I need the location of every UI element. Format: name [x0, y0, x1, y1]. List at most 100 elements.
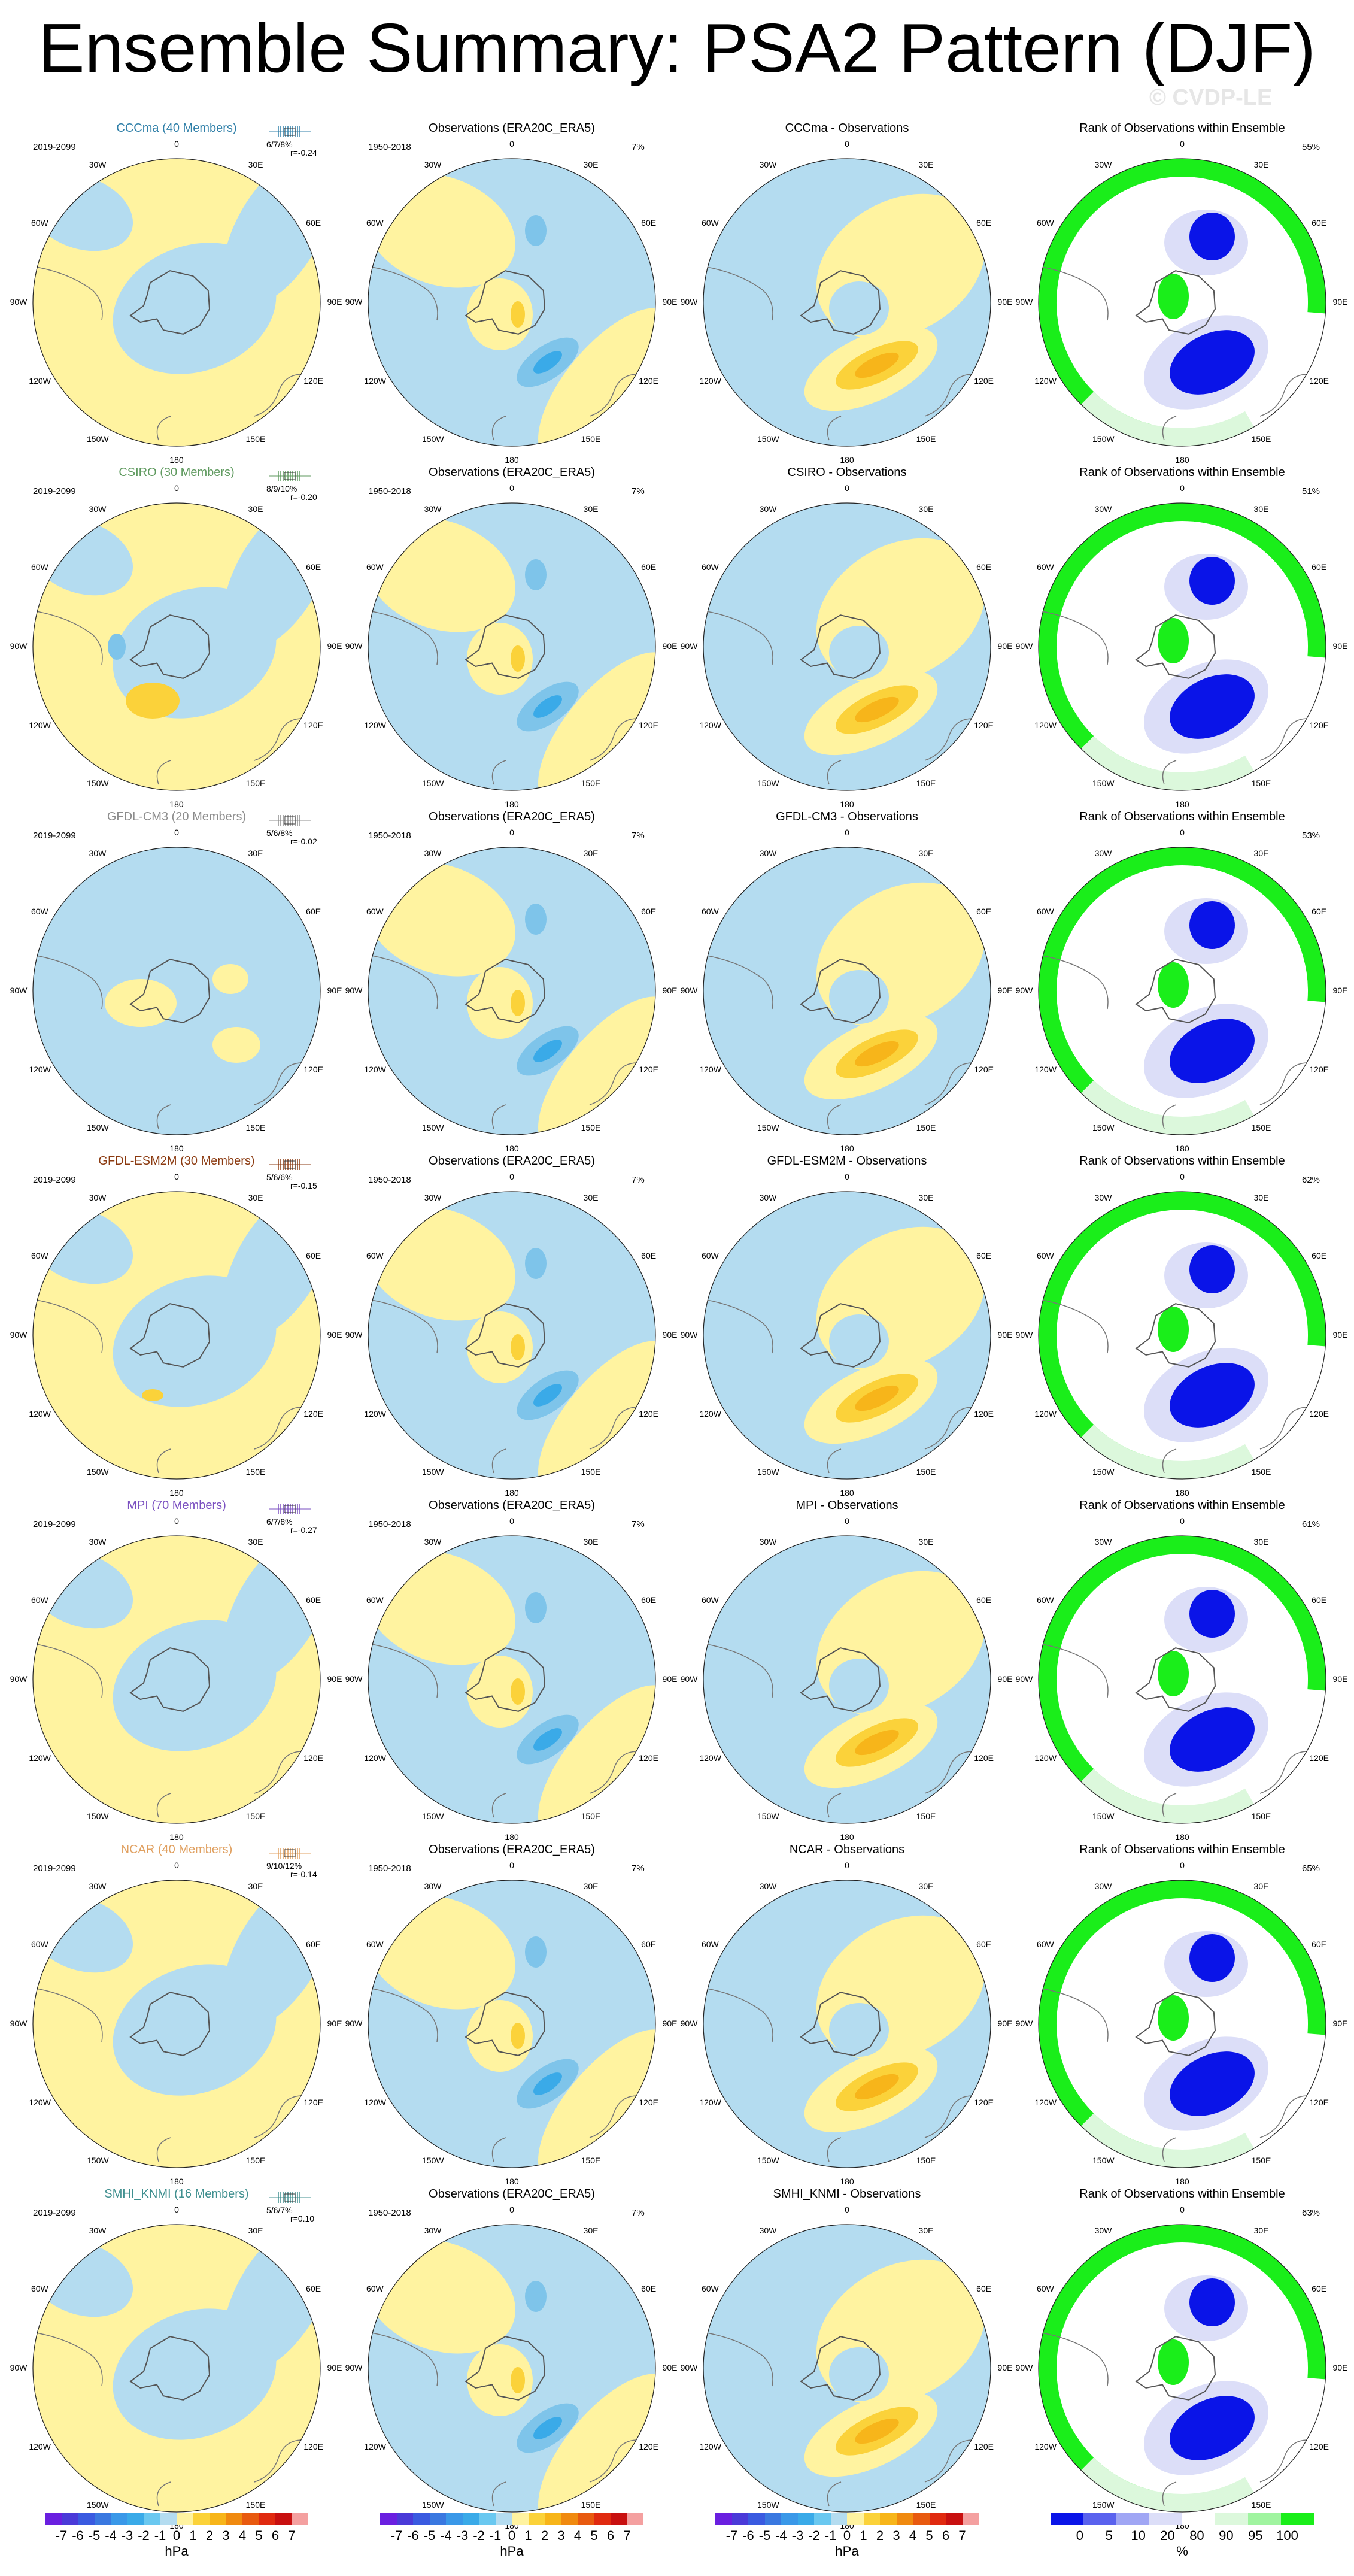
lon-label-120W: 120W — [29, 376, 51, 386]
model-period: 2019-2099 — [33, 1863, 76, 1874]
colorbar-tick: 4 — [238, 2528, 247, 2543]
colorbar-model — [45, 2513, 308, 2525]
obs-title: Observations (ERA20C_ERA5) — [429, 1154, 595, 1168]
colorbar-swatch — [528, 2513, 545, 2525]
colorbar-tick: 2 — [541, 2528, 549, 2543]
lon-label-120W: 120W — [699, 1753, 721, 1763]
lon-label-30W: 30W — [759, 504, 777, 514]
lon-label-90W: 90W — [10, 986, 28, 995]
inset-stats: 8/9/10% — [266, 484, 297, 493]
lon-label-60W: 60W — [1036, 907, 1054, 916]
lon-label-90W: 90W — [680, 1674, 698, 1684]
colorbar-swatch — [1083, 2513, 1116, 2525]
lon-label-150W: 150W — [757, 434, 779, 444]
colorbar-tick: -1 — [489, 2528, 502, 2543]
lon-label-120E: 120E — [1309, 376, 1329, 386]
lon-label-60W: 60W — [366, 1251, 384, 1260]
lon-label-120W: 120W — [699, 1409, 721, 1419]
lon-label-150W: 150W — [422, 2499, 444, 2510]
lon-label-60W: 60W — [1036, 562, 1054, 572]
lon-label-150W: 150W — [87, 1811, 109, 1821]
colorbar-swatch — [210, 2513, 226, 2525]
obs-period: 1950-2018 — [368, 2208, 411, 2218]
lon-label-30E: 30E — [918, 504, 934, 514]
lon-label-90E: 90E — [997, 641, 1013, 651]
colorbar-swatch — [1182, 2513, 1215, 2525]
colorbar-swatch — [446, 2513, 463, 2525]
lon-label-120E: 120E — [303, 1409, 323, 1419]
lon-label-30E: 30E — [918, 1537, 934, 1547]
spread-inset — [269, 815, 311, 826]
lon-label-60E: 60E — [306, 1595, 321, 1605]
lon-label-150W: 150W — [1092, 2499, 1115, 2510]
colorbar-swatch — [495, 2513, 512, 2525]
colorbar-swatch — [242, 2513, 259, 2525]
colorbar-swatch — [929, 2513, 946, 2525]
lon-label-60E: 60E — [641, 2284, 657, 2293]
lon-label-30E: 30E — [918, 160, 934, 170]
lon-label-60W: 60W — [31, 2284, 48, 2293]
colorbar-swatch — [781, 2513, 798, 2525]
lon-label-30W: 30W — [424, 1881, 442, 1892]
model-period: 2019-2099 — [33, 831, 76, 841]
lon-label-90E: 90E — [1332, 1330, 1348, 1339]
lon-label-90W: 90W — [1015, 2363, 1033, 2372]
lon-label-30W: 30W — [424, 1537, 442, 1547]
obs-map — [368, 1191, 656, 1480]
diff-map — [703, 158, 991, 447]
lon-label-120E: 120E — [974, 2098, 994, 2107]
colorbar-swatch — [611, 2513, 627, 2525]
lon-label-30E: 30E — [248, 504, 263, 514]
lon-label-120E: 120E — [639, 1409, 658, 1419]
lon-label-150E: 150E — [1251, 1811, 1271, 1821]
lon-label-150W: 150W — [757, 1122, 779, 1132]
colorbar-tick: 0 — [1076, 2528, 1083, 2543]
rank-title: Rank of Observations within Ensemble — [1079, 466, 1285, 479]
colorbar-tick: 20 — [1160, 2528, 1175, 2543]
lon-label-0: 0 — [174, 2205, 179, 2214]
lon-label-180: 180 — [840, 2177, 854, 2186]
obs-pct: 7% — [632, 142, 645, 152]
colorbar-swatch — [1116, 2513, 1149, 2525]
lon-label-120W: 120W — [364, 376, 386, 386]
rank-map — [1038, 1880, 1326, 2168]
lon-label-30W: 30W — [1094, 160, 1112, 170]
diff-title: SMHI_KNMI - Observations — [773, 2187, 921, 2201]
colorbar-tick: -7 — [725, 2528, 738, 2543]
colorbar-tick: 5 — [1105, 2528, 1113, 2543]
lon-label-90W: 90W — [680, 2019, 698, 2028]
lon-label-120W: 120W — [1034, 1065, 1057, 1074]
lon-label-30W: 30W — [89, 848, 107, 859]
lon-label-90E: 90E — [1332, 2363, 1348, 2372]
lon-label-60E: 60E — [976, 1595, 992, 1605]
lon-label-150E: 150E — [581, 2155, 601, 2165]
colorbar-tick: -1 — [154, 2528, 166, 2543]
lon-label-60W: 60W — [31, 218, 48, 228]
rank-pct: 63% — [1302, 2208, 1320, 2218]
lon-label-150W: 150W — [87, 2155, 109, 2165]
lon-label-60E: 60E — [976, 1939, 992, 1949]
rank-title: Rank of Observations within Ensemble — [1079, 1499, 1285, 1512]
lon-label-120W: 120W — [29, 2098, 51, 2107]
lon-label-60W: 60W — [366, 218, 384, 228]
spread-inset — [269, 126, 311, 137]
lon-label-120W: 120W — [364, 2098, 386, 2107]
lon-label-180: 180 — [169, 1488, 184, 1498]
lon-label-30E: 30E — [583, 2226, 599, 2236]
lon-label-150E: 150E — [581, 1466, 601, 1477]
model-period: 2019-2099 — [33, 486, 76, 496]
obs-pct: 7% — [632, 486, 645, 496]
lon-label-0: 0 — [1180, 139, 1185, 149]
inset-r: r=-0.20 — [290, 492, 317, 502]
colorbar-tick: 1 — [524, 2528, 532, 2543]
rank-title: Rank of Observations within Ensemble — [1079, 810, 1285, 823]
lon-label-120E: 120E — [303, 2442, 323, 2451]
colorbar-tick: -2 — [808, 2528, 820, 2543]
lon-label-120W: 120W — [29, 1753, 51, 1763]
inset-r: r=-0.27 — [290, 1525, 317, 1535]
lon-label-60W: 60W — [701, 2284, 719, 2293]
colorbar-swatch — [764, 2513, 781, 2525]
lon-label-120W: 120W — [364, 720, 386, 730]
lon-label-0: 0 — [845, 1516, 849, 1526]
colorbar-tick: 7 — [288, 2528, 296, 2543]
